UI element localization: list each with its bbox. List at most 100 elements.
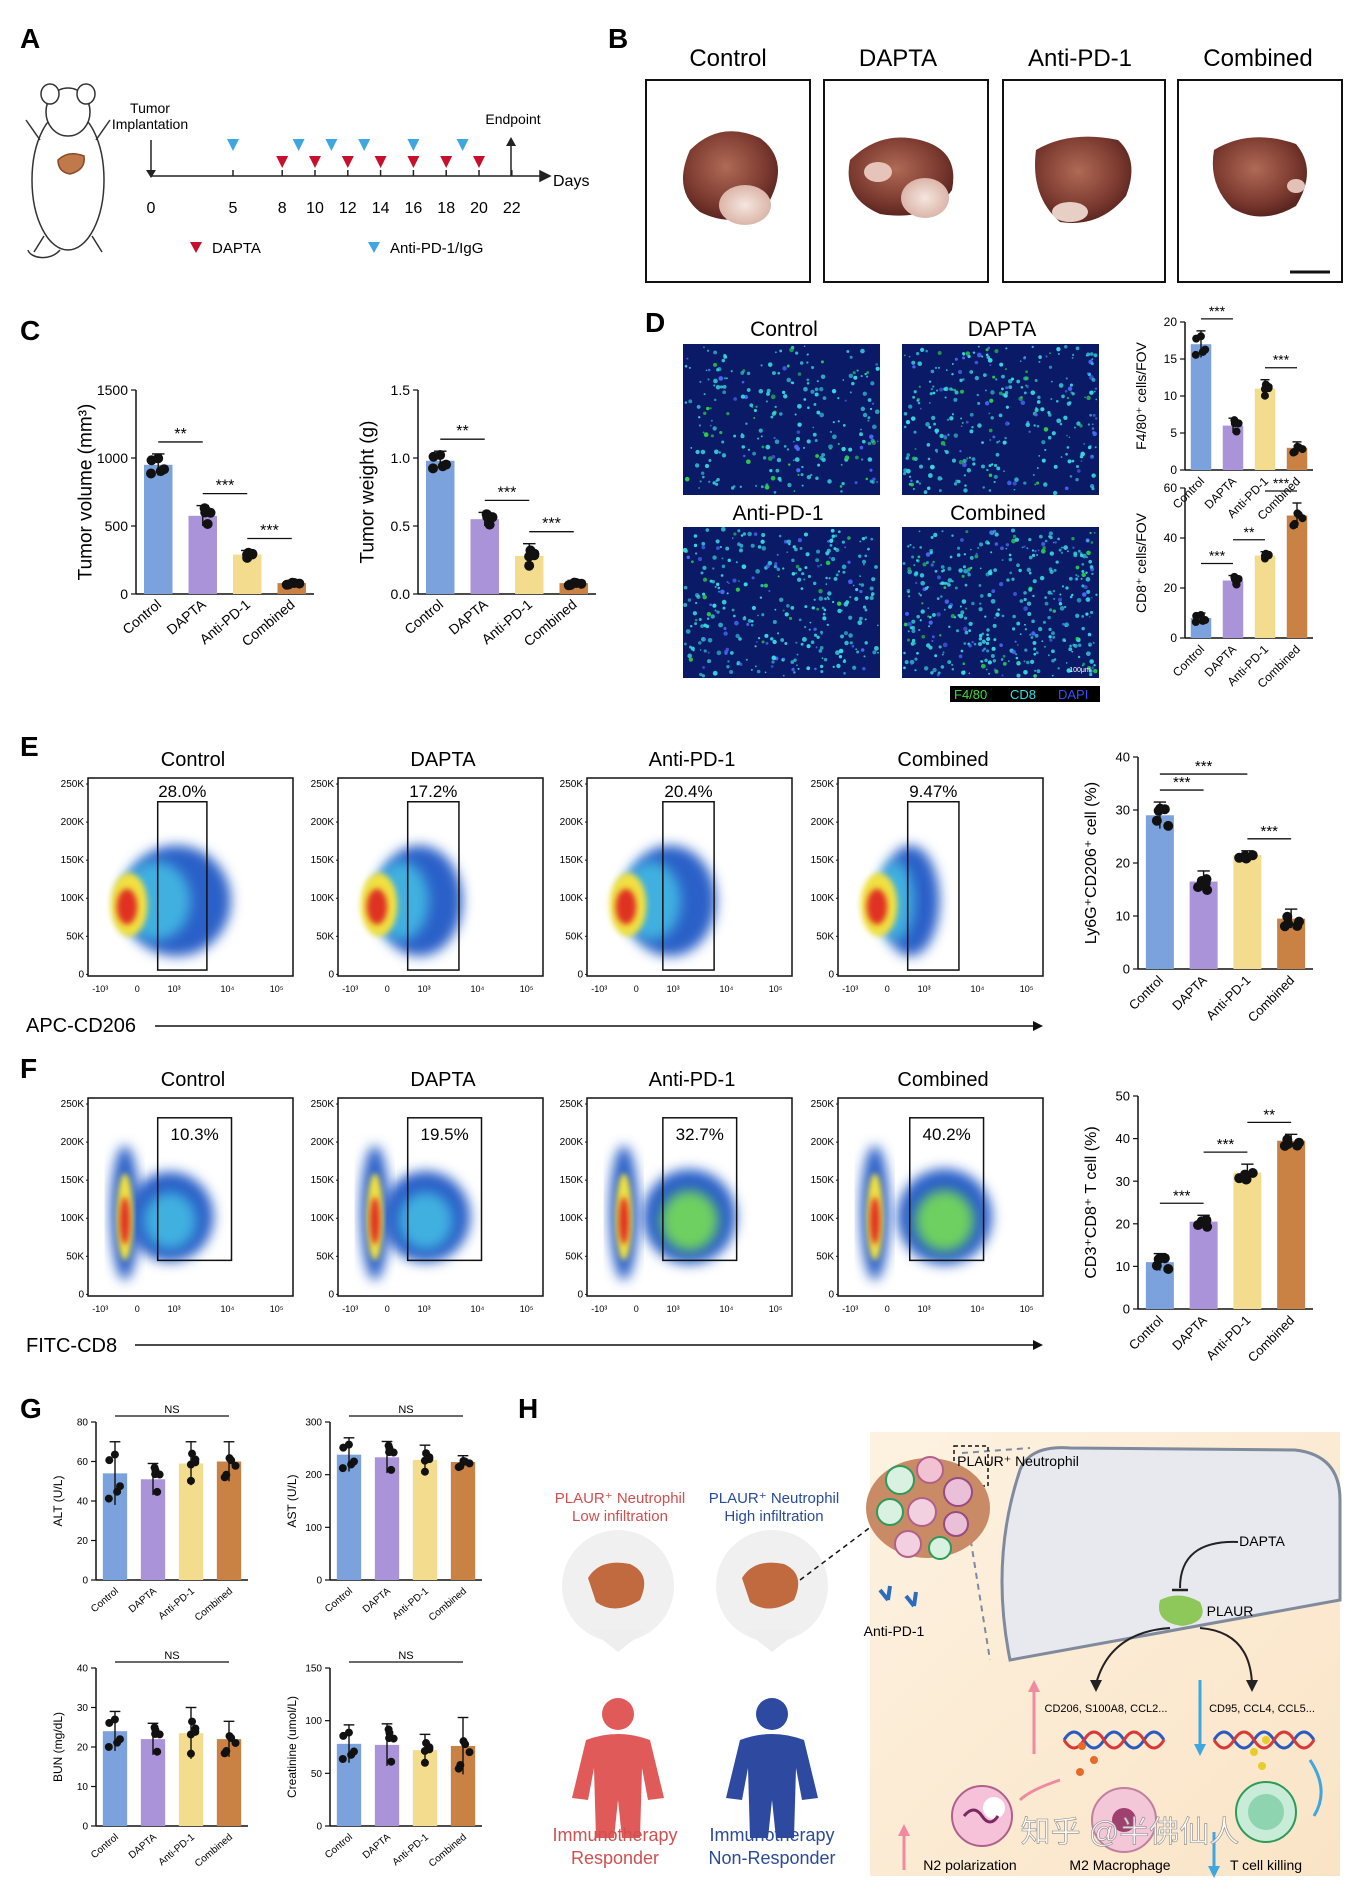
flow-xtick: 10⁵ <box>1020 1304 1034 1314</box>
liver-icon-nonresponder <box>742 1562 799 1609</box>
if-legend-f480: F4/80 <box>954 687 987 702</box>
y-tick-label: 20 <box>77 1536 89 1547</box>
panel-letter-g: G <box>20 1393 42 1424</box>
flow-ytick: 50K <box>66 931 84 942</box>
x-tick-label: Control <box>401 596 446 637</box>
timeline-tick-label: 12 <box>339 200 357 217</box>
y-tick-label: 1500 <box>97 382 128 398</box>
x-tick-label: Combined <box>427 1832 469 1870</box>
flow-xtick: 0 <box>885 1304 890 1314</box>
data-point <box>387 1757 396 1766</box>
flow-ytick: 200K <box>61 817 85 828</box>
flow-xtick: 10⁵ <box>270 1304 284 1314</box>
tkill-label: T cell killing <box>1230 1857 1302 1873</box>
plaur-neutrophil-label: PLAUR⁺ Neutrophil <box>957 1453 1079 1469</box>
y-tick-label: 50 <box>1116 1089 1130 1104</box>
data-point <box>529 550 540 561</box>
data-point <box>1247 1168 1258 1179</box>
cell-membrane <box>1000 1446 1342 1662</box>
flow-xtick: 0 <box>634 984 639 994</box>
flow-ytick: 150K <box>811 855 835 866</box>
panel-letter-d: D <box>645 307 665 338</box>
y-axis-label: Tumor weight (g) <box>358 421 379 564</box>
panel-d-images: Control DAPTA Anti-PD-1 Combined 100μm F… <box>682 318 1100 702</box>
bar-dapta <box>188 515 217 594</box>
flow-ytick: 200K <box>560 817 584 828</box>
flow-ytick: 50K <box>565 1251 583 1262</box>
y-tick-label: 0 <box>1123 962 1130 977</box>
photo-label-dapta: DAPTA <box>859 45 937 72</box>
flow-ytick: 50K <box>66 1251 84 1262</box>
sig-label: ** <box>1263 1106 1275 1123</box>
y-tick-label: 100 <box>305 1523 322 1534</box>
dna-left <box>1062 1730 1166 1750</box>
data-point <box>385 1734 394 1743</box>
dapta-label-h: DAPTA <box>1239 1533 1285 1549</box>
pd1-dose-marker <box>292 139 305 151</box>
responder-figure <box>562 1530 674 1838</box>
x-tick-label: DAPTA <box>361 1832 393 1862</box>
y-axis-label: ALT (U/L) <box>51 1476 65 1527</box>
y-tick-label: 10 <box>1116 909 1130 924</box>
flow-gate-pct: 32.7% <box>676 1125 724 1144</box>
data-point <box>104 1742 113 1751</box>
flow-ytick: 150K <box>311 855 335 866</box>
x-tick-label: Anti-PD-1 <box>391 1832 432 1869</box>
if-label-combined: Combined <box>950 502 1046 525</box>
flow-xtick: 10⁵ <box>1020 984 1034 994</box>
flow-ytick: 0 <box>328 1289 334 1300</box>
bar-dapta <box>470 519 499 594</box>
flow-ytick: 200K <box>811 1137 835 1148</box>
flow-panel-e: Control 250K 200K 150K 100K 50K 0 -10³ 0 10³ 10⁴ 10… <box>61 749 1044 994</box>
pd1-legend-label: Anti-PD-1/IgG <box>390 240 483 257</box>
data-point <box>1151 815 1162 826</box>
data-point <box>1282 911 1293 922</box>
pd1-dose-marker <box>325 139 338 151</box>
data-point <box>1260 391 1269 400</box>
flow-ytick: 250K <box>560 779 584 790</box>
data-point <box>425 1455 434 1464</box>
watermark: 知乎 @半佛仙人 <box>1021 1816 1240 1849</box>
data-point <box>338 1464 347 1473</box>
data-point <box>441 459 452 470</box>
data-point <box>456 1462 465 1471</box>
flow-density <box>360 1145 471 1281</box>
flow-xtick: -10³ <box>342 984 358 994</box>
data-point <box>1201 345 1210 354</box>
data-point <box>222 1470 231 1479</box>
timeline-tick-label: 18 <box>437 200 455 217</box>
flow-gate <box>406 801 460 971</box>
flow-title: DAPTA <box>410 1069 476 1091</box>
sig-label: ** <box>1244 524 1255 540</box>
flow-xtick: -10³ <box>842 984 858 994</box>
sig-label: NS <box>398 1404 413 1416</box>
flow-xtick: 10³ <box>918 1304 931 1314</box>
y-tick-label: 40 <box>77 1497 89 1508</box>
data-point <box>456 1761 465 1770</box>
sig-label: NS <box>398 1650 413 1662</box>
days-label: Days <box>553 173 589 190</box>
y-tick-label: 30 <box>1116 1174 1130 1189</box>
flow-e-xlabel: APC-CD206 <box>26 1015 136 1037</box>
data-point <box>1230 574 1239 583</box>
data-point <box>1247 850 1258 861</box>
y-tick-label: 20 <box>77 1743 89 1754</box>
data-point <box>247 549 258 560</box>
sig-label: *** <box>1217 1136 1235 1153</box>
data-point <box>524 560 535 571</box>
sig-label: *** <box>1273 475 1290 491</box>
pd1-dose-marker <box>358 139 371 151</box>
y-tick-label: 60 <box>77 1457 89 1468</box>
data-point <box>420 1758 429 1767</box>
dna-right <box>1212 1730 1316 1750</box>
flow-gate-pct: 17.2% <box>409 782 457 801</box>
responder-line2: Responder <box>571 1848 659 1868</box>
data-point <box>186 1476 195 1485</box>
sig-label: *** <box>1260 823 1278 840</box>
data-point <box>465 1748 474 1757</box>
flow-xtick: -10³ <box>591 1304 607 1314</box>
y-axis-label: F4/80⁺ cells/FOV <box>1133 341 1149 449</box>
data-point <box>1264 551 1273 560</box>
x-tick-label: DAPTA <box>1169 972 1210 1013</box>
flow-ytick: 150K <box>311 1175 335 1186</box>
